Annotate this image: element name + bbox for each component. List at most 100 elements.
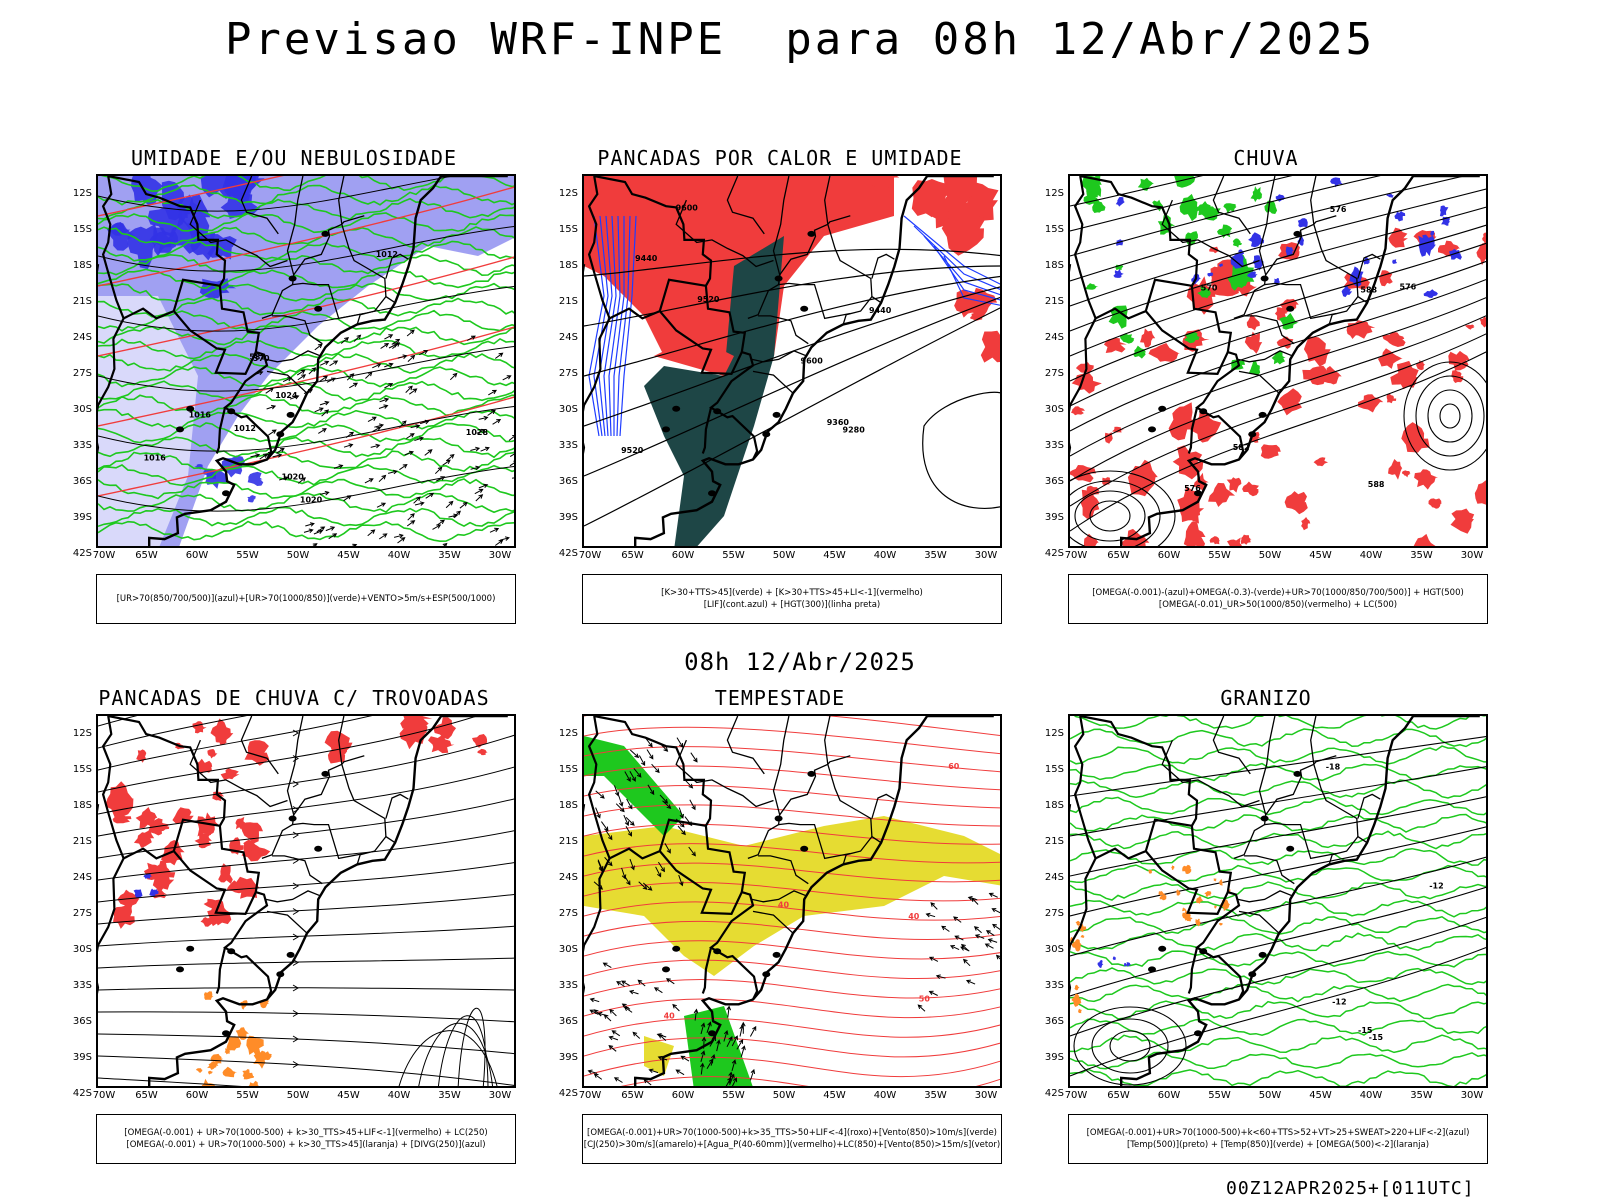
- rain-area-red: [1168, 402, 1199, 441]
- storm-area-red: [433, 717, 457, 740]
- state-border: [1161, 199, 1260, 268]
- lake: [1158, 405, 1167, 412]
- longitude-tick-label: 55W: [236, 1090, 259, 1101]
- hgt500-contour: [1070, 315, 1486, 482]
- map-panel-calor: PANCADAS POR CALOR E UMIDADE 12S 15S 18S 21S…: [530, 146, 1030, 636]
- divergence-area: [133, 889, 143, 898]
- latitude-tick-label: 24S: [558, 331, 578, 343]
- panel-legend: [OMEGA(-0.001)-(azul)+OMEGA(-0.3)-(verde…: [1068, 574, 1488, 624]
- longitude-tick-label: 35W: [924, 550, 947, 561]
- country-border: [101, 176, 175, 320]
- lake: [186, 405, 195, 412]
- wind-vector: [632, 1031, 641, 1039]
- storm-area-orange: [201, 1078, 215, 1086]
- panel-title: CHUVA: [1233, 146, 1299, 170]
- wind-vector: [325, 526, 336, 532]
- longitude-tick-label: 40W: [387, 550, 411, 561]
- streamline-arrow: [292, 1010, 299, 1017]
- hgt300-contour: [584, 296, 1000, 477]
- wind-vector: [276, 447, 285, 454]
- coastline: [1120, 716, 1480, 1086]
- thickness-line: [98, 186, 514, 287]
- storm-area-orange: [222, 1066, 238, 1078]
- rain-area-blue: [1418, 235, 1431, 257]
- longitude-tick-label: 60W: [671, 550, 695, 561]
- hgt500-contour: [1070, 278, 1486, 432]
- lake: [176, 426, 184, 433]
- rain-area-green: [1232, 258, 1255, 287]
- precip-water-contour: [584, 746, 1000, 773]
- latitude-tick-label: 30S: [72, 943, 92, 955]
- rain-area-red: [1382, 331, 1406, 347]
- isobar-label: 1020: [282, 472, 305, 481]
- rain-area-red: [1140, 328, 1156, 348]
- streamline: [98, 716, 247, 749]
- wind-vector: [941, 925, 950, 932]
- state-border: [1161, 739, 1260, 808]
- latitude-tick-label: 39S: [558, 1051, 578, 1063]
- rain-area-blue: [1113, 269, 1124, 278]
- precip-water-contour: [584, 823, 1000, 845]
- latitude-tick-label: 12S: [72, 188, 92, 199]
- storm-area-orange: [207, 1061, 219, 1070]
- wind-vector: [925, 912, 936, 918]
- legend-line: [OMEGA(-0.001)+UR>70(1000-500)+k<60+TTS>…: [1086, 1128, 1470, 1138]
- wind-vector: [731, 1059, 737, 1072]
- precip-water-contour: [584, 726, 1000, 755]
- state-border: [1264, 282, 1337, 320]
- wind-vector: [629, 749, 640, 759]
- humidity-contour-low: [98, 212, 514, 234]
- lake: [288, 275, 297, 282]
- legend-line: [UR>70(850/700/500)](azul)+[UR>70(1000/8…: [116, 594, 496, 604]
- longitude-tick-label: 35W: [438, 550, 461, 561]
- storm-area-red: [194, 833, 212, 849]
- wind-vector: [436, 476, 446, 482]
- wind-vector: [489, 527, 500, 533]
- rain-area-red: [1313, 457, 1329, 467]
- temp-label: -18: [1326, 762, 1341, 771]
- omega-area-orange: [1074, 984, 1080, 991]
- humidity-contour-low: [98, 492, 514, 514]
- precip-water-contour: [584, 979, 1000, 999]
- map-area: 588 588 582 576 576 576 570: [1068, 174, 1488, 548]
- lake: [314, 845, 323, 852]
- storm-area-red: [172, 807, 194, 824]
- rain-area-red: [1277, 388, 1302, 416]
- storm-area-orange: [246, 1035, 265, 1058]
- longitude-tick-label: 30W: [974, 550, 998, 561]
- lif-contour: [933, 245, 1000, 301]
- wind-vector: [367, 529, 376, 537]
- temp850-contour: [1070, 967, 1486, 986]
- wind-vector: [613, 785, 620, 797]
- map-panel-granizo: GRANIZO 12S 15S 18S 21S 24S 27S 30S 33S 36S 39S 42S…: [1016, 686, 1516, 1176]
- wind-vector: [268, 429, 277, 436]
- unstable-area-red: [911, 179, 950, 218]
- storm-area-red: [200, 917, 213, 927]
- lake: [762, 431, 771, 438]
- wind-vector: [333, 464, 344, 469]
- wind-vector: [935, 974, 946, 979]
- humidity-core: [147, 207, 188, 237]
- latitude-tick-label: 42S: [1044, 547, 1064, 559]
- lake: [1194, 1030, 1202, 1037]
- wind-vector: [349, 382, 358, 389]
- wind-vector: [595, 790, 605, 799]
- hgt-label: 588: [1368, 480, 1385, 489]
- humidity-contour-low: [98, 253, 514, 277]
- hgt-label: 582: [1233, 443, 1250, 452]
- lake: [1258, 951, 1267, 958]
- storm-area-red: [236, 876, 260, 899]
- unstable-area-teal: [644, 236, 784, 546]
- wind-vector: [595, 807, 601, 819]
- rain-area-green: [1271, 351, 1286, 365]
- precip-water-contour: [584, 804, 1000, 827]
- latitude-tick-label: 30S: [558, 403, 578, 415]
- country-border: [98, 857, 125, 994]
- latitude-tick-label: 39S: [72, 511, 92, 523]
- longitude-tick-label: 60W: [1157, 1090, 1181, 1101]
- rain-area-blue: [1207, 272, 1214, 277]
- streamline-arrow: [292, 908, 299, 915]
- wind-vector: [397, 354, 408, 359]
- humidity-contour-low: [98, 436, 514, 459]
- wind-vector: [250, 453, 261, 458]
